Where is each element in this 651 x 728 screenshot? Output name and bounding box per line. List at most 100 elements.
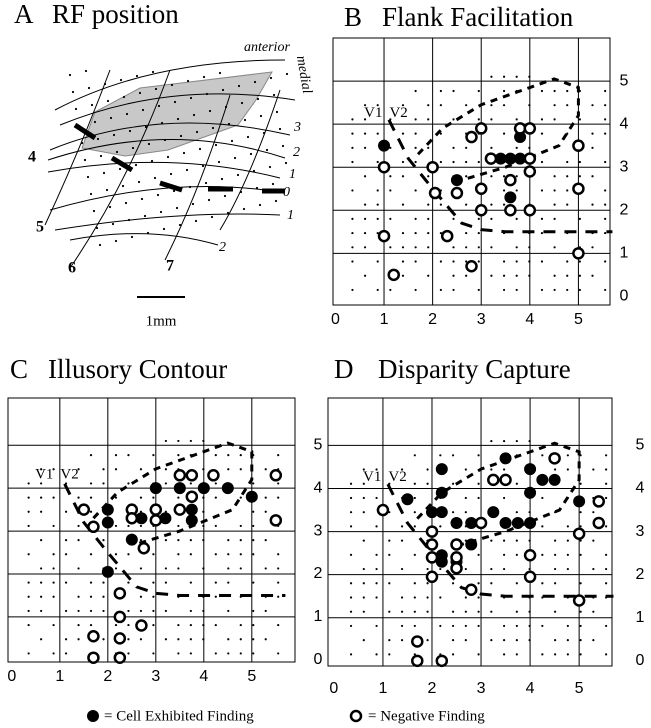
electrode-dot bbox=[605, 454, 608, 457]
area-label: V1 bbox=[363, 469, 381, 485]
electrode-dot bbox=[99, 154, 103, 158]
electrode-dot bbox=[252, 609, 255, 613]
electrode-dot bbox=[579, 624, 582, 628]
y-tick-label: 0 bbox=[636, 652, 645, 669]
panel: D Disparity Capture 0 1 2 3 4 5 0 1 2 3 4 5 V1 V2 bbox=[327, 354, 645, 697]
electrode-dot bbox=[27, 482, 30, 485]
filled-point bbox=[149, 482, 162, 495]
open-point bbox=[440, 229, 454, 243]
open-point bbox=[269, 469, 283, 482]
electrode-dot bbox=[189, 96, 193, 100]
x-tick-label: 1 bbox=[55, 668, 64, 685]
electrode-dot bbox=[152, 623, 155, 627]
electrode-dot bbox=[426, 482, 429, 485]
electrode-dot bbox=[277, 482, 280, 485]
electrode-dot bbox=[400, 624, 404, 628]
electrode-dot bbox=[414, 132, 417, 135]
electrode-dot bbox=[239, 623, 242, 627]
electrode-dot bbox=[427, 146, 430, 149]
electrode-dot bbox=[214, 581, 217, 584]
electrode-dot bbox=[515, 582, 518, 585]
electrode-dot bbox=[605, 468, 608, 471]
electrode-dot bbox=[528, 511, 531, 514]
electrode-dot bbox=[202, 638, 205, 641]
electrode-dot bbox=[177, 623, 180, 627]
open-point bbox=[428, 186, 442, 200]
electrode-dot bbox=[277, 595, 280, 598]
electrode-dot bbox=[175, 206, 179, 210]
electrode-dot bbox=[140, 197, 144, 201]
filled-point bbox=[245, 490, 258, 503]
x-tick-label: 1 bbox=[380, 311, 389, 328]
electrode-dot bbox=[540, 260, 544, 263]
open-point bbox=[425, 525, 439, 538]
electrode-dot bbox=[515, 553, 518, 556]
electrode-dot bbox=[553, 189, 556, 192]
electrode-dot bbox=[426, 610, 429, 613]
electrode-dot bbox=[477, 610, 480, 613]
electrode-dot bbox=[177, 652, 180, 655]
electrode-dot bbox=[464, 639, 467, 642]
electrode-dot bbox=[52, 623, 55, 627]
electrode-dot bbox=[114, 453, 118, 457]
electrode-dot bbox=[77, 496, 80, 499]
electrode-dot bbox=[90, 103, 94, 107]
electrode-dot bbox=[502, 175, 506, 178]
electrode-dot bbox=[105, 188, 109, 192]
region-label: 5 bbox=[36, 219, 44, 236]
y-tick-label: 4 bbox=[636, 480, 645, 497]
electrode-dot bbox=[579, 582, 582, 585]
electrode-dot bbox=[239, 538, 242, 542]
open-point bbox=[484, 152, 498, 165]
electrode-dot bbox=[363, 132, 367, 135]
filled-point bbox=[573, 495, 586, 508]
electrode-dot bbox=[413, 610, 416, 613]
electrode-dot bbox=[566, 203, 569, 206]
electrode-dot bbox=[189, 538, 192, 542]
electrode-dot bbox=[40, 538, 43, 542]
x-tick-label: 5 bbox=[247, 668, 256, 685]
electrode-dot bbox=[153, 176, 157, 180]
electrode-dot bbox=[540, 160, 544, 164]
electrode-dot bbox=[566, 553, 569, 556]
electrode-dot bbox=[553, 203, 556, 206]
x-tick-label: 3 bbox=[477, 311, 486, 328]
x-tick-label: 2 bbox=[428, 311, 437, 328]
electrode-dot bbox=[413, 582, 416, 585]
electrode-dot bbox=[502, 439, 506, 443]
open-point bbox=[523, 122, 537, 135]
plot-frame bbox=[7, 397, 296, 663]
scale-label: 1mm bbox=[146, 313, 177, 329]
electrode-dot bbox=[540, 231, 544, 235]
electrode-dot bbox=[351, 260, 354, 263]
panel-title: Flank Facilitation bbox=[382, 2, 574, 32]
electrode-dot bbox=[141, 108, 145, 112]
open-point bbox=[572, 247, 585, 260]
contour-label: 1 bbox=[287, 208, 294, 223]
electrode-dot bbox=[349, 596, 353, 599]
electrode-dot bbox=[74, 107, 78, 111]
open-point bbox=[572, 182, 585, 195]
electrode-dot bbox=[27, 609, 30, 613]
electrode-dot bbox=[541, 525, 544, 528]
electrode-dot bbox=[210, 215, 214, 219]
electrode-dot bbox=[351, 217, 354, 220]
electrode-dot bbox=[528, 75, 531, 78]
contour-label: 2 bbox=[293, 145, 300, 160]
electrode-dot bbox=[604, 231, 607, 235]
electrode-dot bbox=[604, 203, 607, 206]
electrode-dot bbox=[566, 624, 569, 628]
y-tick-label: 0 bbox=[314, 651, 323, 668]
electrode-dot bbox=[427, 246, 430, 249]
electrode-dot bbox=[98, 243, 102, 247]
open-point bbox=[207, 469, 220, 482]
electrode-dot bbox=[363, 274, 367, 277]
electrode-dot bbox=[451, 639, 455, 642]
open-point bbox=[523, 204, 537, 217]
open-point bbox=[426, 160, 439, 174]
electrode-dot bbox=[252, 623, 255, 627]
y-tick-label: 2 bbox=[636, 566, 645, 583]
filled-point bbox=[524, 463, 537, 476]
electrode-dot bbox=[465, 175, 468, 178]
electrode-dot bbox=[451, 482, 455, 485]
